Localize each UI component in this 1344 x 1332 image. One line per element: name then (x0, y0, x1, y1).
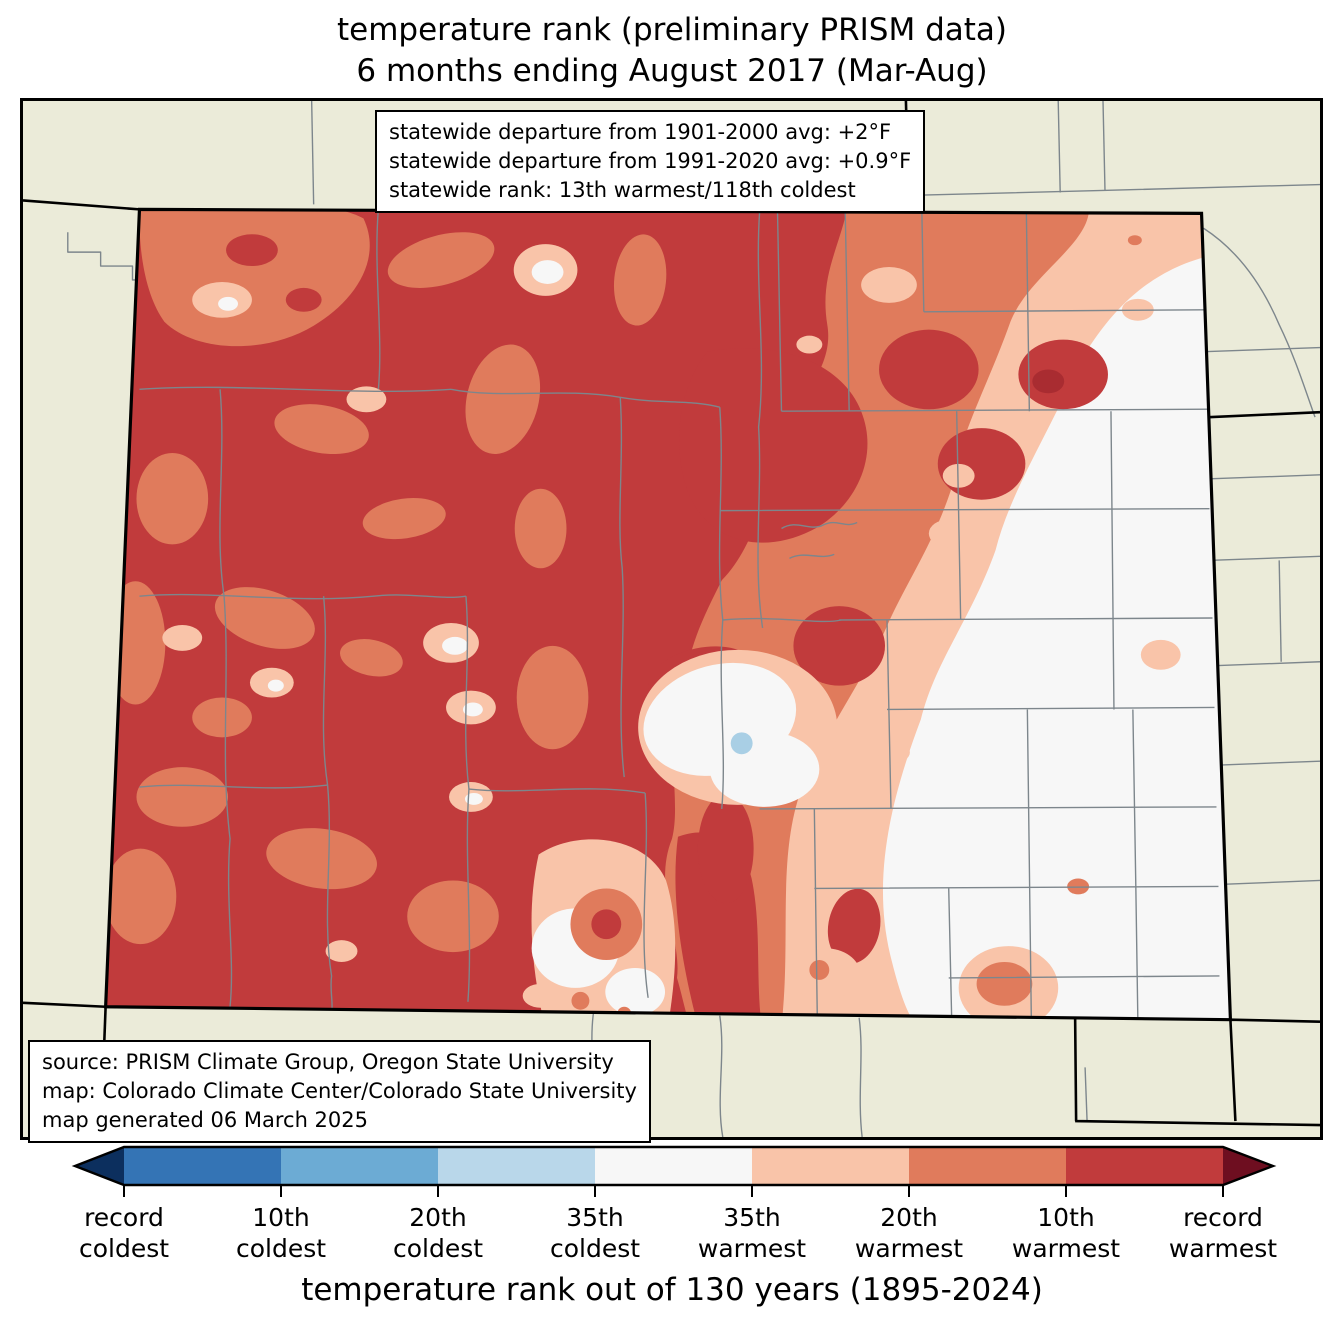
map-axes-frame (20, 98, 1323, 1140)
colorbar-segment-2 (438, 1147, 595, 1185)
figure-title: temperature rank (preliminary PRISM data… (0, 10, 1344, 92)
tick-label-10th-coldest: 10th coldest (235, 1203, 327, 1263)
colorbar-segment-3 (595, 1147, 752, 1185)
colorbar-segment-6 (1066, 1147, 1223, 1185)
tick-label-35th-coldest: 35th coldest (549, 1203, 641, 1263)
credits-line-2: map: Colorado Climate Center/Colorado St… (42, 1079, 637, 1103)
tick-label-20th-coldest: 20th coldest (392, 1203, 484, 1263)
colorbar-segment-5 (909, 1147, 1066, 1185)
rank-colorbar (71, 1145, 1277, 1197)
colorbar-ticks (123, 1185, 1224, 1197)
colorbar-segment-0 (124, 1147, 281, 1185)
tick-label-35th-warmest: 35th warmest (697, 1203, 807, 1263)
credits-box: source: PRISM Climate Group, Oregon Stat… (28, 1040, 651, 1143)
tick-label-20th-warmest: 20th warmest (854, 1203, 964, 1263)
stats-line-2: statewide departure from 1991-2020 avg: … (389, 149, 912, 173)
colorbar-axis-title: temperature rank out of 130 years (1895-… (301, 1272, 1043, 1308)
tick-label-10th-warmest: 10th warmest (1011, 1203, 1121, 1263)
colorbar-arrow-record-warmest (1223, 1147, 1273, 1185)
colorbar-segment-4 (752, 1147, 909, 1185)
statewide-stats-box: statewide departure from 1901-2000 avg: … (375, 110, 926, 213)
cold-rank-spot (730, 732, 753, 755)
colorbar-arrow-record-coldest (75, 1147, 124, 1185)
county-borders-colorado (139, 209, 1220, 1020)
tick-label-record-warmest: record warmest (1168, 1203, 1278, 1263)
stats-line-1: statewide departure from 1901-2000 avg: … (389, 120, 892, 144)
tick-label-record-coldest: record coldest (78, 1203, 170, 1263)
stats-line-3: statewide rank: 13th warmest/118th colde… (389, 178, 856, 202)
colorado-rank-map (23, 101, 1320, 1137)
credits-line-1: source: PRISM Climate Group, Oregon Stat… (42, 1050, 614, 1074)
figure-title-line1: temperature rank (preliminary PRISM data… (336, 12, 1007, 48)
colorbar-segment-1 (281, 1147, 438, 1185)
figure-title-line2: 6 months ending August 2017 (Mar-Aug) (356, 53, 988, 89)
temperature-rank-raster (105, 209, 1231, 1020)
credits-line-3: map generated 06 March 2025 (42, 1108, 369, 1132)
